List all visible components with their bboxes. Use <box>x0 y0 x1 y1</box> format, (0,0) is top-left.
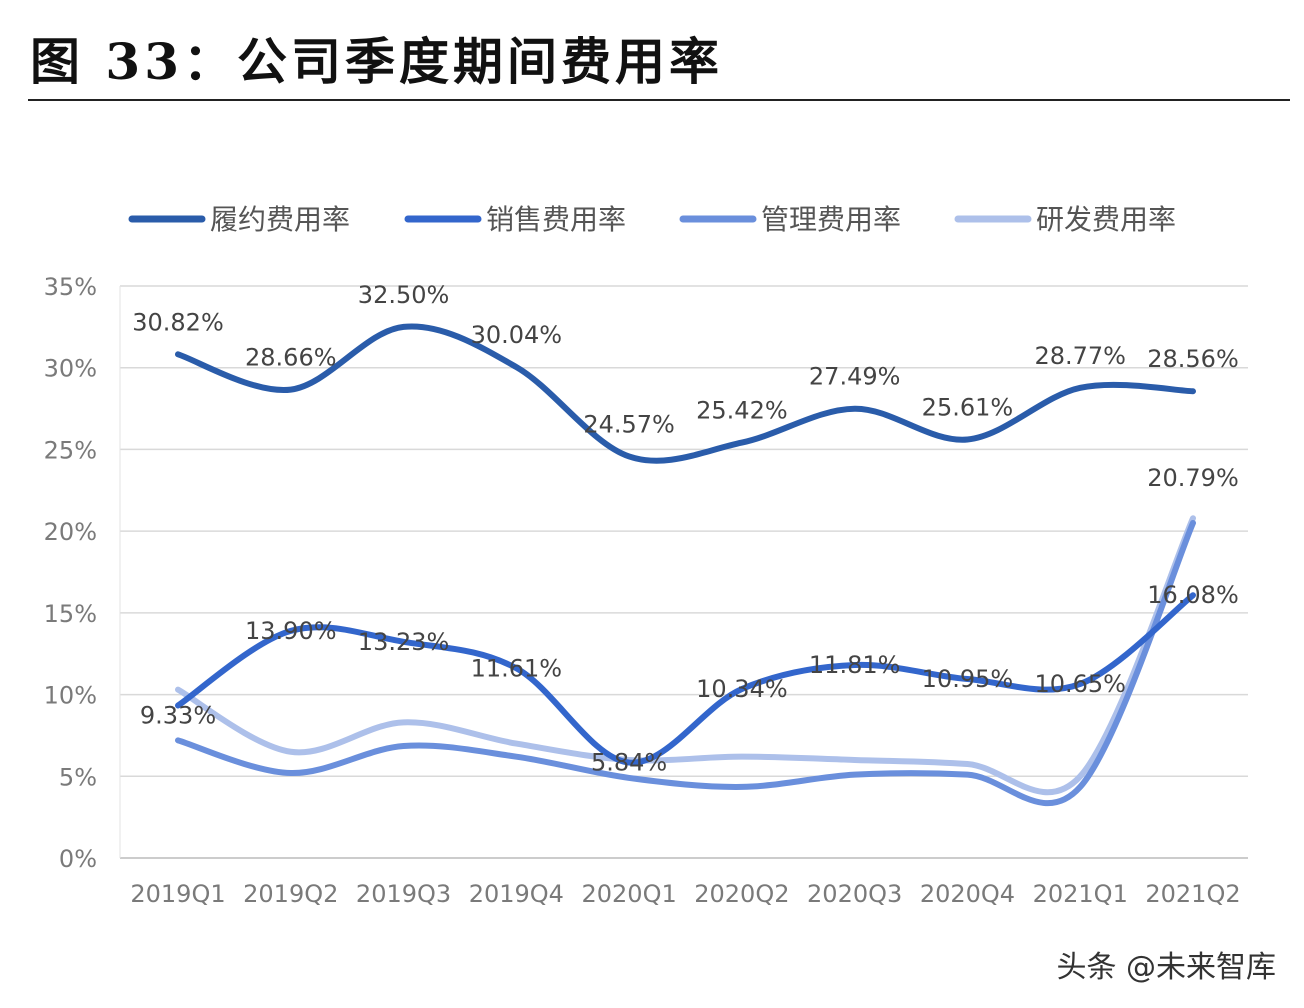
x-tick-label: 2020Q4 <box>920 880 1015 908</box>
data-label: 5.84% <box>591 749 667 777</box>
x-tick-label: 2019Q1 <box>130 880 225 908</box>
y-tick-label: 5% <box>59 763 97 791</box>
data-label: 28.56% <box>1147 345 1239 373</box>
data-label: 28.77% <box>1034 342 1126 370</box>
x-tick-label: 2019Q4 <box>469 880 564 908</box>
legend-label: 管理费用率 <box>761 203 901 236</box>
y-tick-label: 10% <box>44 682 97 710</box>
legend-label: 研发费用率 <box>1036 203 1176 236</box>
x-tick-label: 2019Q2 <box>243 880 338 908</box>
title-rule <box>28 99 1290 101</box>
x-tick-label: 2019Q3 <box>356 880 451 908</box>
series-line-3 <box>175 519 1196 807</box>
data-label: 10.65% <box>1034 670 1126 698</box>
y-tick-label: 25% <box>44 436 97 464</box>
data-label: 9.33% <box>140 702 216 730</box>
data-label: 11.61% <box>471 654 563 682</box>
data-label: 25.61% <box>922 393 1014 421</box>
data-label: 10.95% <box>922 665 1014 693</box>
x-tick-label: 2021Q2 <box>1145 880 1240 908</box>
y-tick-label: 35% <box>44 273 97 301</box>
y-tick-label: 0% <box>59 845 97 873</box>
data-label: 27.49% <box>809 363 901 391</box>
x-tick-label: 2021Q1 <box>1033 880 1128 908</box>
data-label: 30.04% <box>471 321 563 349</box>
data-label: 16.08% <box>1147 581 1239 609</box>
data-label: 20.79% <box>1147 464 1239 492</box>
data-label: 30.82% <box>132 308 224 336</box>
x-tick-label: 2020Q1 <box>581 880 676 908</box>
figure-title: 图 33：公司季度期间费用率 <box>30 32 723 91</box>
series-line-4 <box>175 515 1196 796</box>
y-tick-label: 20% <box>44 518 97 546</box>
data-label: 25.42% <box>696 397 788 425</box>
legend-label: 履约费用率 <box>210 203 350 236</box>
series-line-1 <box>175 323 1196 464</box>
y-tick-label: 30% <box>44 355 97 383</box>
legend-label: 销售费用率 <box>486 203 626 236</box>
data-label: 24.57% <box>583 410 675 438</box>
data-label: 10.34% <box>696 675 788 703</box>
y-tick-label: 15% <box>44 600 97 628</box>
data-label: 13.23% <box>358 628 450 656</box>
watermark: 头条 @未来智库 <box>1056 950 1276 985</box>
data-label: 13.90% <box>245 617 337 645</box>
x-tick-label: 2020Q3 <box>807 880 902 908</box>
data-label: 11.81% <box>809 651 901 679</box>
data-label: 28.66% <box>245 344 337 372</box>
x-tick-label: 2020Q2 <box>694 880 789 908</box>
data-label: 32.50% <box>358 281 450 309</box>
series-line-2 <box>175 592 1196 766</box>
